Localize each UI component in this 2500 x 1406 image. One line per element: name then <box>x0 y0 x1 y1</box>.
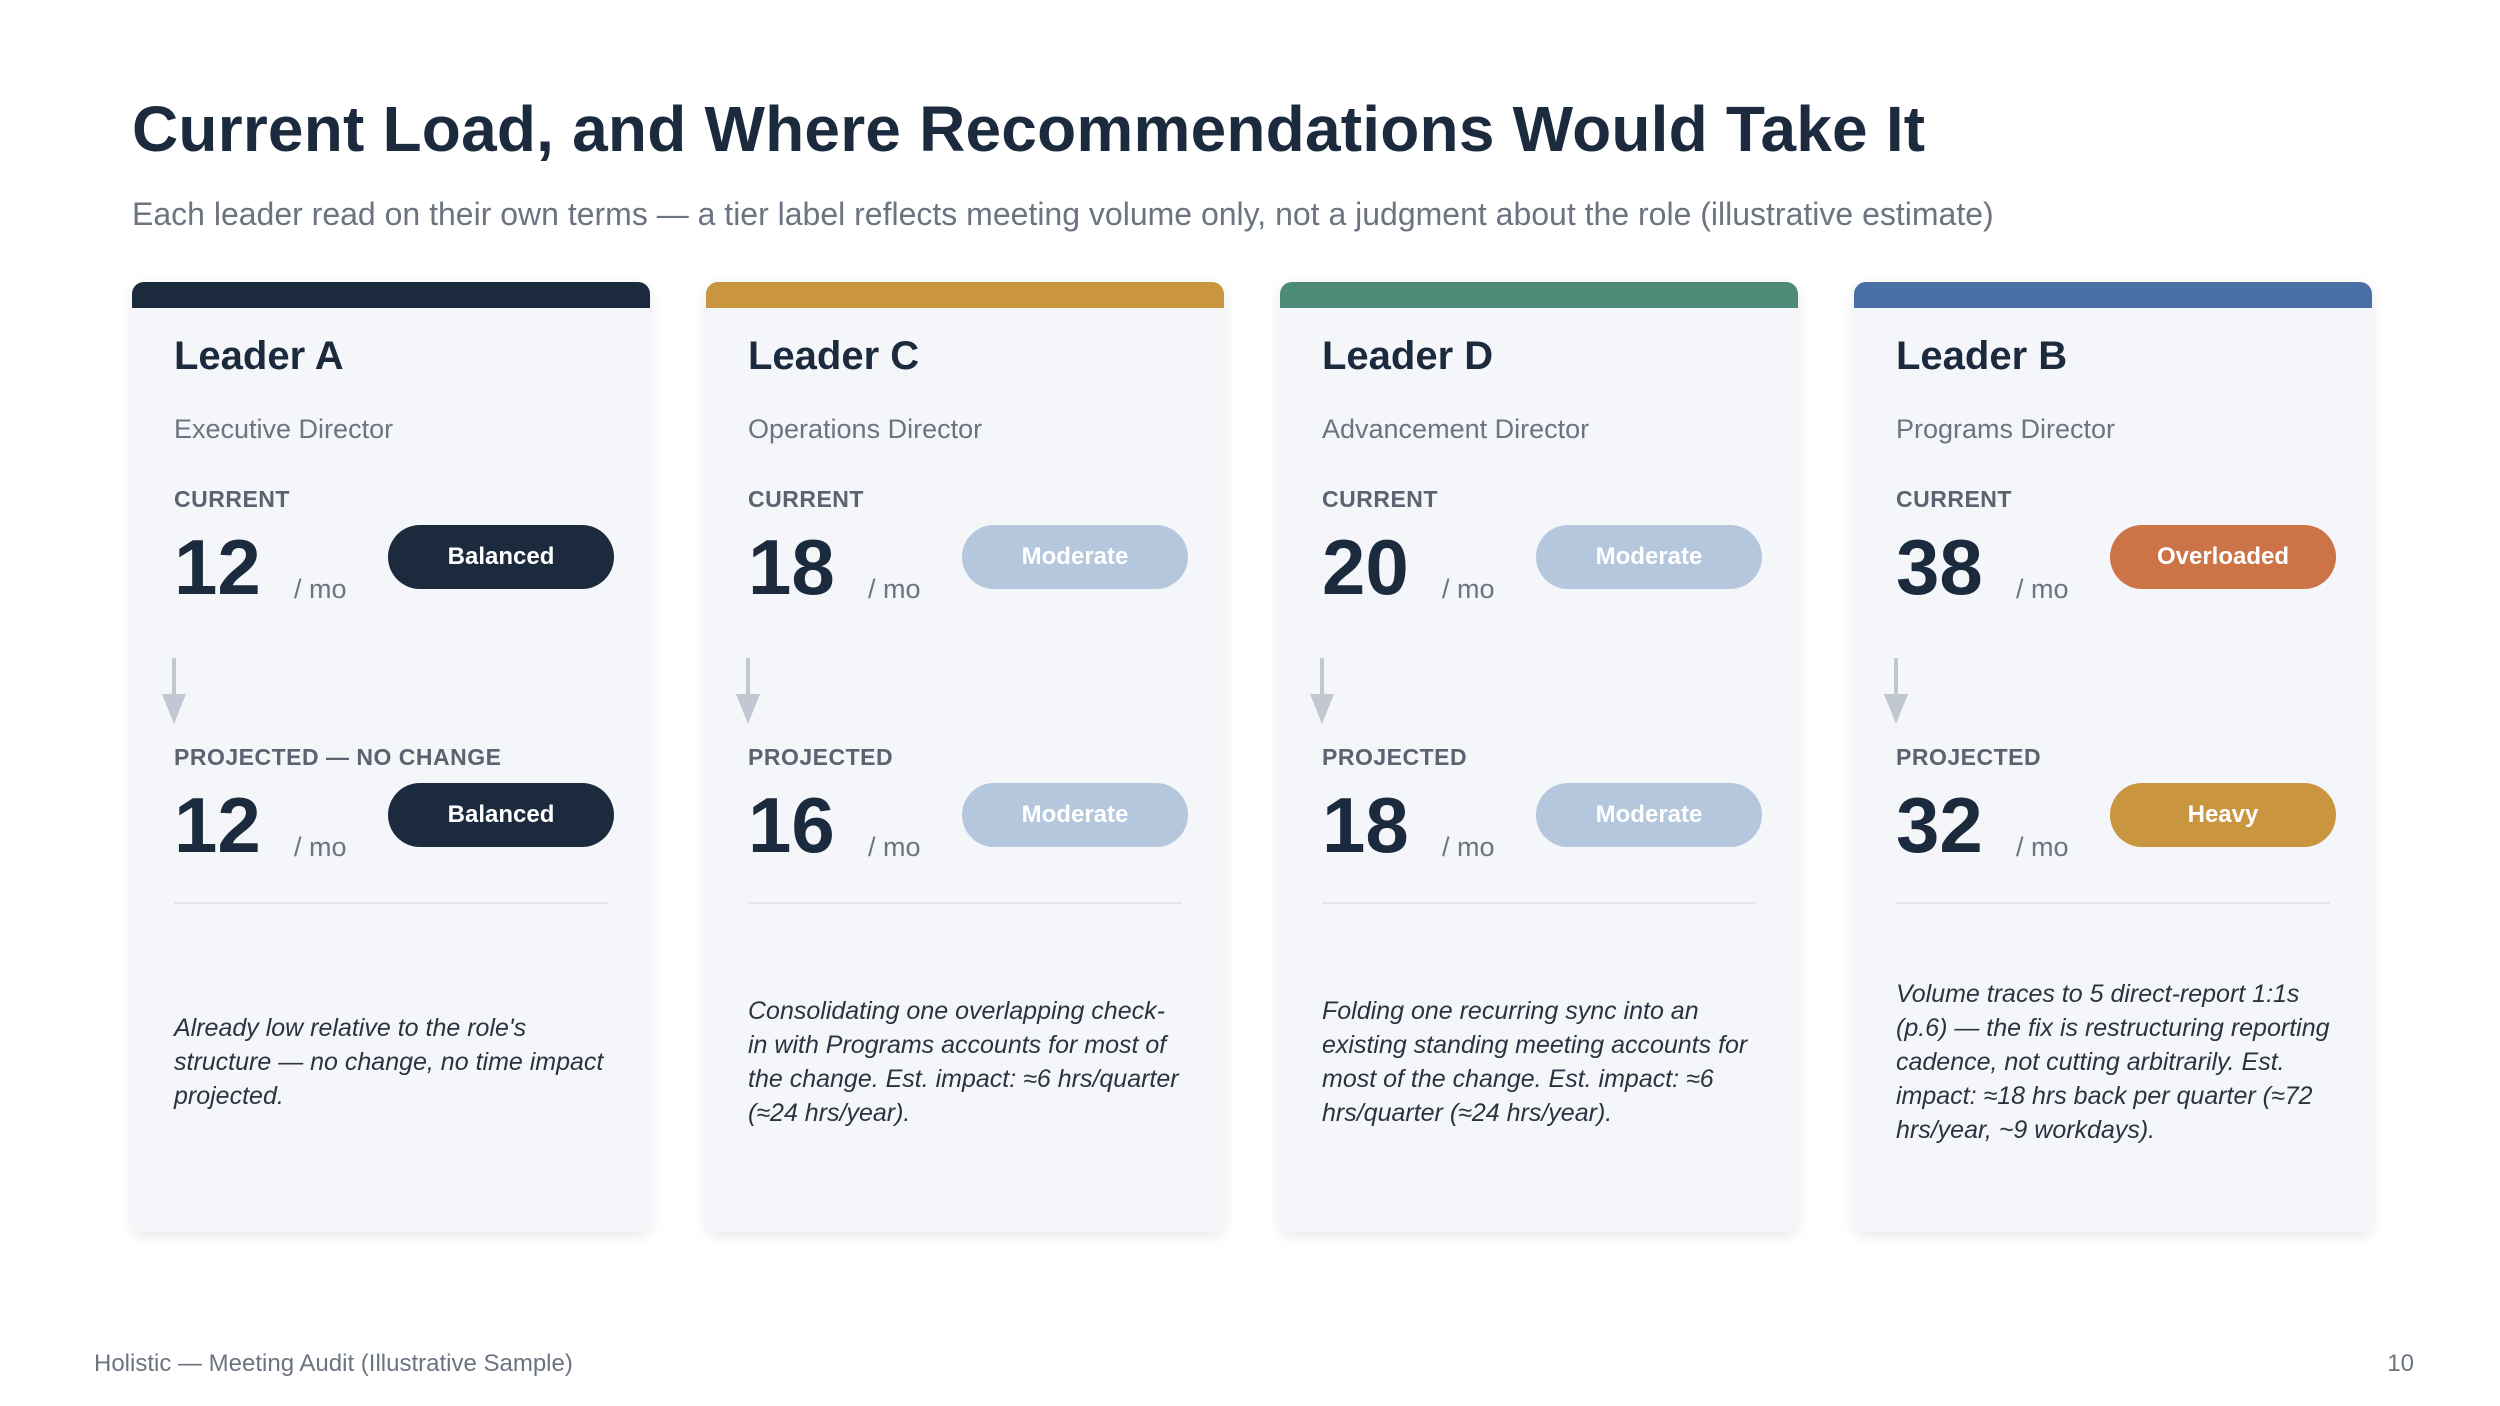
card-divider <box>1896 902 2330 904</box>
projected-unit: / mo <box>868 832 921 862</box>
projected-value: 16 <box>748 781 835 869</box>
current-value: 18 <box>748 523 835 611</box>
page-number: 10 <box>2387 1350 2414 1377</box>
leader-role: Advancement Director <box>1322 414 1590 444</box>
current-label: CURRENT <box>1322 486 1438 512</box>
card-accent-bar <box>706 282 1224 308</box>
leader-role: Operations Director <box>748 414 983 444</box>
projected-label: PROJECTED — NO CHANGE <box>174 744 502 770</box>
card-accent-bar <box>1854 282 2372 308</box>
page-subtitle: Each leader read on their own terms — a … <box>132 196 1994 232</box>
leader-role: Executive Director <box>174 414 394 444</box>
card-note: Folding one recurring sync into an exist… <box>1322 997 1748 1127</box>
arrow-down-icon <box>1884 658 1908 726</box>
current-value: 12 <box>174 523 261 611</box>
leader-card: Leader A Executive Director CURRENT 12 /… <box>132 282 650 1232</box>
footer-text: Holistic — Meeting Audit (Illustrative S… <box>94 1350 573 1377</box>
card-note: Volume traces to 5 direct-report 1:1s (p… <box>1896 980 2330 1144</box>
projected-label: PROJECTED <box>1896 744 2042 770</box>
page-title: Current Load, and Where Recommendations … <box>132 93 1926 165</box>
current-tier-badge: Balanced <box>388 525 614 589</box>
card-accent-bar <box>1280 282 1798 308</box>
leader-role: Programs Director <box>1896 414 2116 444</box>
current-value: 20 <box>1322 523 1409 611</box>
leader-card: Leader B Programs Director CURRENT 38 / … <box>1854 282 2372 1232</box>
projected-unit: / mo <box>294 832 347 862</box>
projected-unit: / mo <box>2016 832 2069 862</box>
card-accent-bar <box>132 282 650 308</box>
projected-label: PROJECTED <box>1322 744 1468 770</box>
arrow-down-icon <box>162 658 186 726</box>
projected-label: PROJECTED <box>748 744 894 770</box>
projected-value: 12 <box>174 781 261 869</box>
projected-tier-badge: Balanced <box>388 783 614 847</box>
arrow-down-icon <box>1310 658 1334 726</box>
leader-name: Leader C <box>748 334 920 378</box>
current-tier-badge: Moderate <box>962 525 1188 589</box>
projected-tier-badge: Moderate <box>962 783 1188 847</box>
projected-value: 32 <box>1896 781 1983 869</box>
projected-tier-badge: Heavy <box>2110 783 2336 847</box>
current-tier-badge: Overloaded <box>2110 525 2336 589</box>
arrow-down-icon <box>736 658 760 726</box>
leader-cards: Leader A Executive Director CURRENT 12 /… <box>132 282 2372 1232</box>
card-note: Consolidating one overlapping check-in w… <box>748 997 1179 1127</box>
current-label: CURRENT <box>174 486 290 512</box>
leader-card: Leader D Advancement Director CURRENT 20… <box>1280 282 1798 1232</box>
card-divider <box>748 902 1182 904</box>
current-unit: / mo <box>868 574 921 604</box>
card-divider <box>174 902 608 904</box>
card-divider <box>1322 902 1756 904</box>
current-label: CURRENT <box>1896 486 2012 512</box>
leader-card: Leader C Operations Director CURRENT 18 … <box>706 282 1224 1232</box>
current-unit: / mo <box>1442 574 1495 604</box>
current-tier-badge: Moderate <box>1536 525 1762 589</box>
leader-name: Leader D <box>1322 334 1494 378</box>
projected-tier-badge: Moderate <box>1536 783 1762 847</box>
card-note: Already low relative to the role's struc… <box>174 1014 604 1110</box>
current-value: 38 <box>1896 523 1983 611</box>
current-unit: / mo <box>2016 574 2069 604</box>
projected-value: 18 <box>1322 781 1409 869</box>
current-unit: / mo <box>294 574 347 604</box>
leader-name: Leader B <box>1896 334 2068 378</box>
current-label: CURRENT <box>748 486 864 512</box>
projected-unit: / mo <box>1442 832 1495 862</box>
leader-name: Leader A <box>174 334 344 378</box>
